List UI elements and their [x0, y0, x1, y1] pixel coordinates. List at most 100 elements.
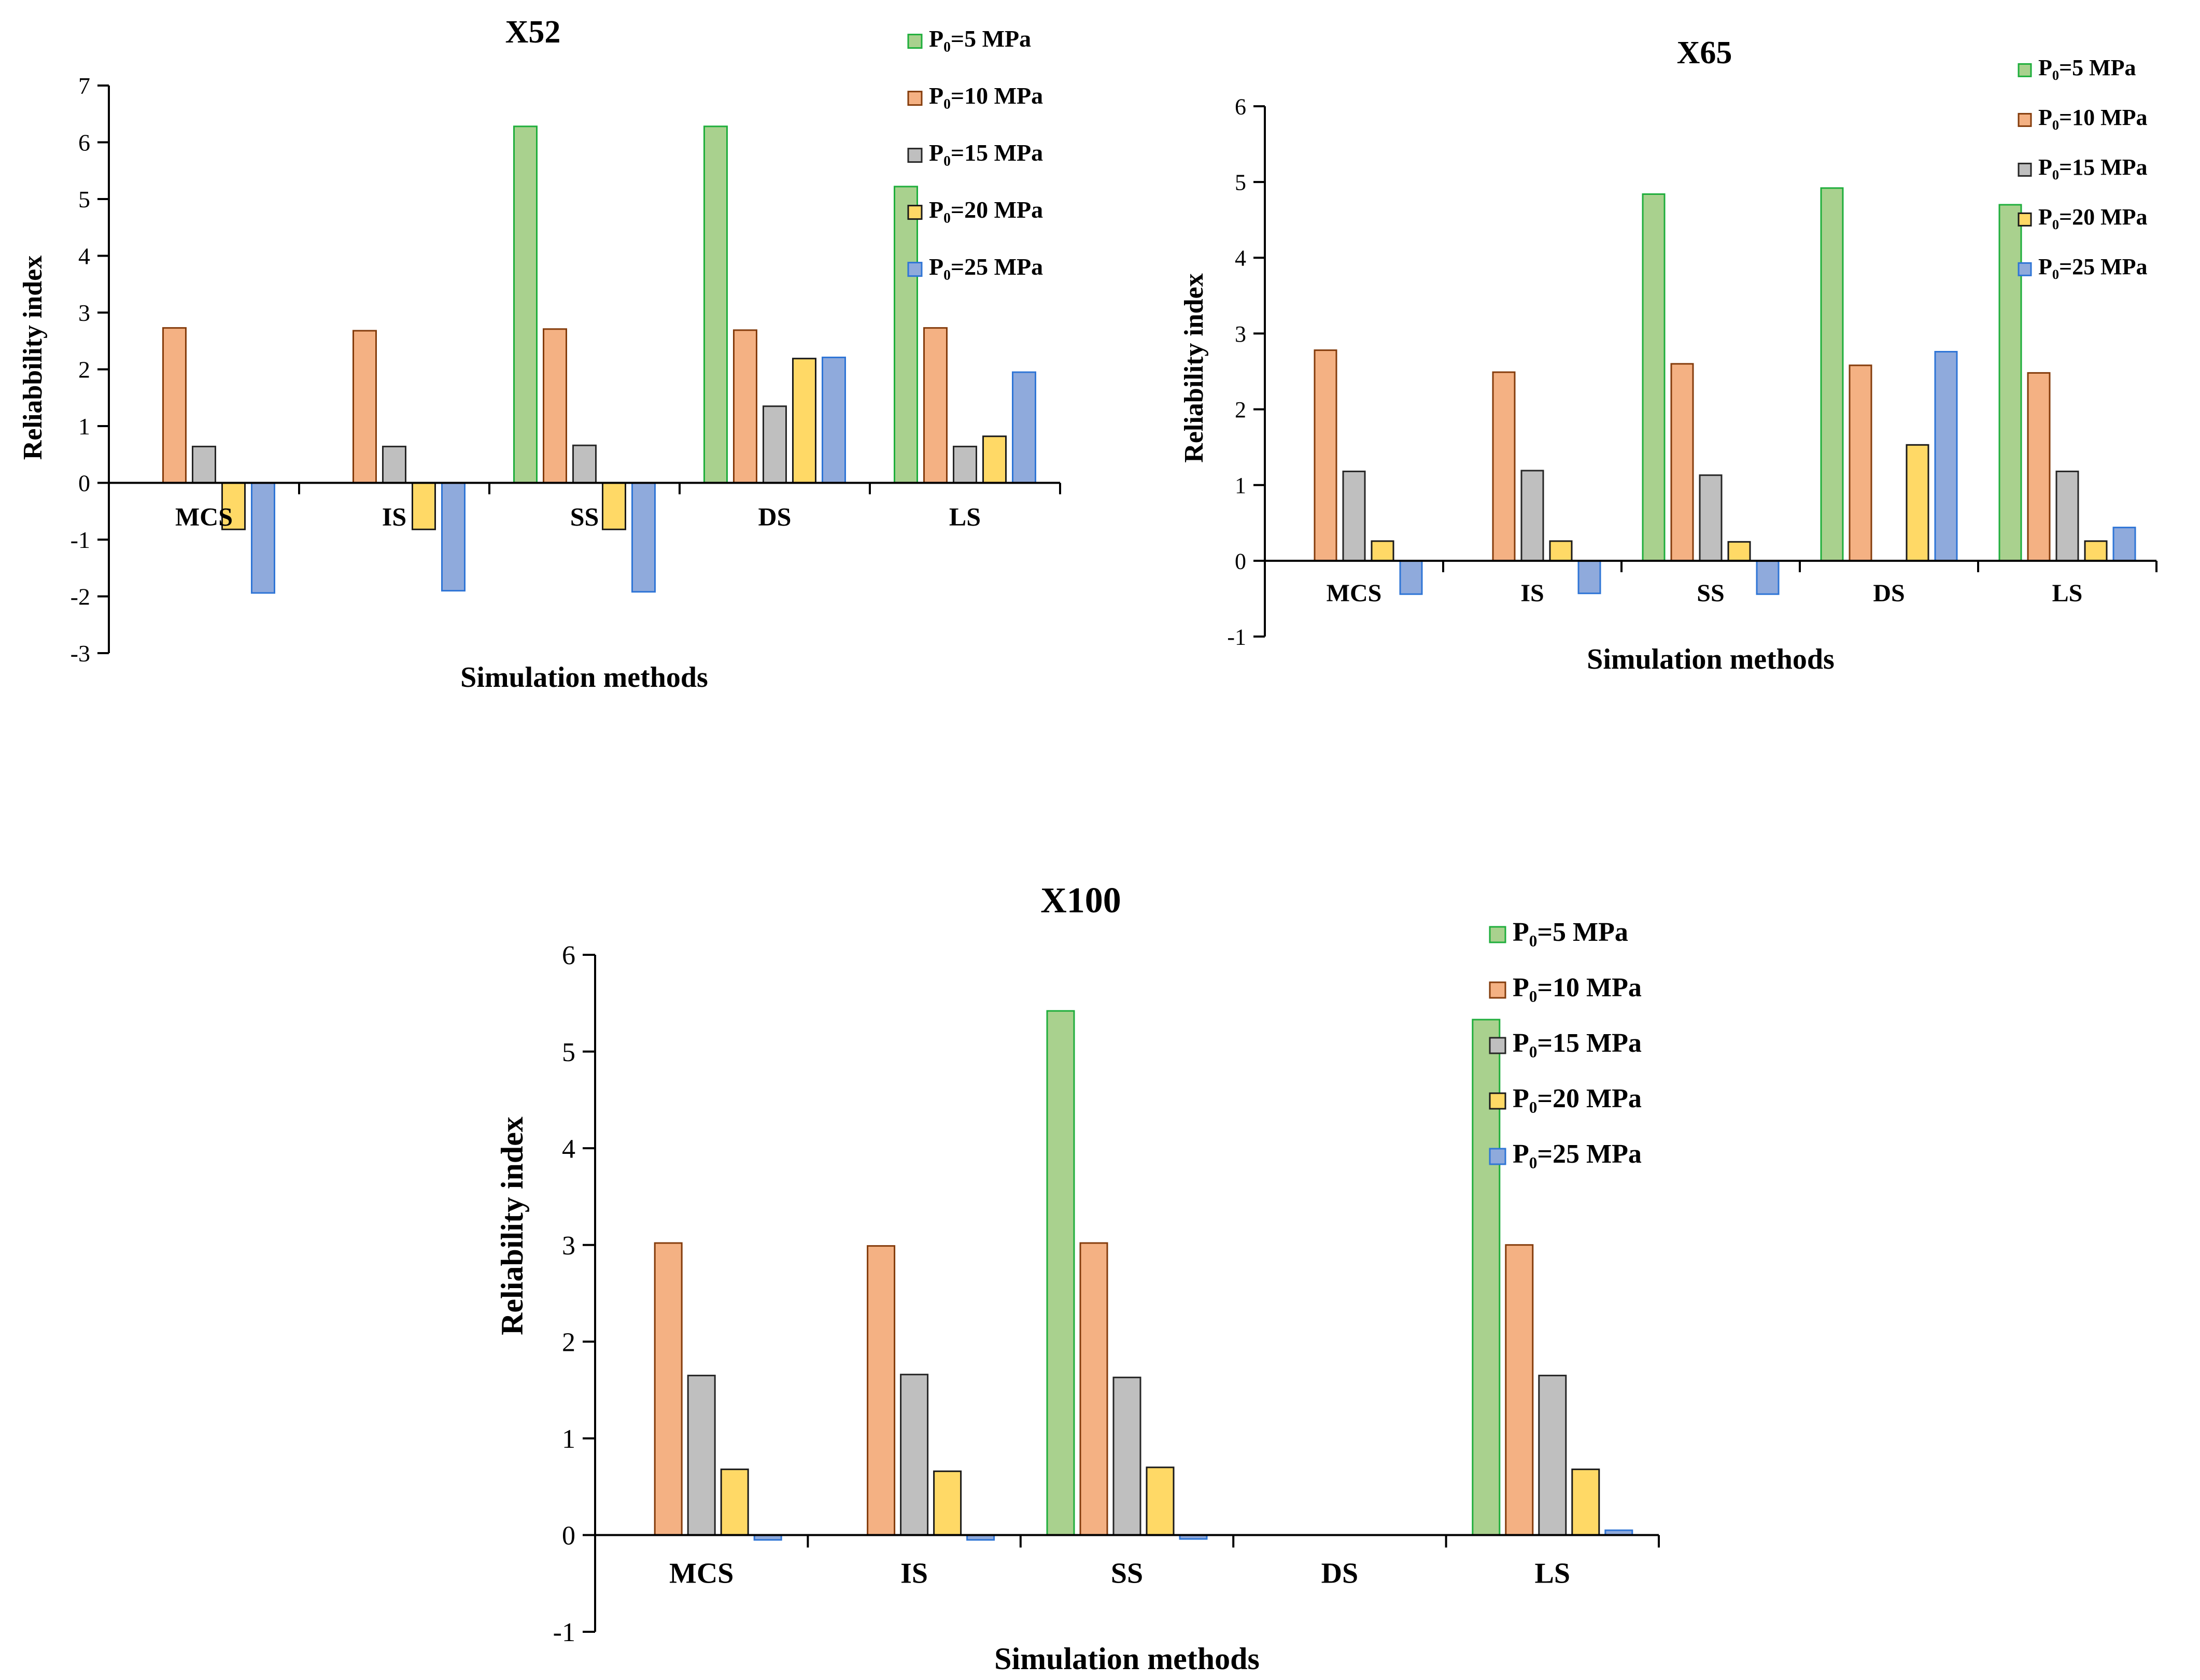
bar-p25-ds — [1934, 351, 1958, 562]
y-tick-label: 2 — [562, 1328, 575, 1357]
bar-p20-is — [1549, 540, 1573, 562]
y-tick-label: 0 — [562, 1521, 575, 1551]
y-tick-label: 5 — [78, 186, 90, 213]
x-tick-label-ls: LS — [2052, 580, 2083, 607]
legend-swatch-p20 — [907, 205, 923, 220]
bar-p10-is — [352, 330, 377, 484]
bar-p10-is — [867, 1245, 896, 1536]
y-tick-label: 2 — [1235, 397, 1246, 422]
legend-label-p20: P₀=20 MPa — [1513, 1084, 1642, 1113]
y-tick-label: 2 — [78, 357, 90, 383]
axes-x65: -1 0 1 2 3 4 5 6 MCS IS SS DS LS — [1227, 94, 2157, 650]
bar-p15-mcs — [192, 445, 216, 484]
y-tick-label: 3 — [562, 1231, 575, 1261]
bar-p25-is — [1577, 560, 1601, 595]
bar-p20-is — [412, 482, 436, 530]
bar-p15-is — [1520, 470, 1544, 562]
y-tick-label: 0 — [78, 470, 90, 497]
bar-p5-ss — [1046, 1010, 1075, 1536]
x-tick-label-ss: SS — [570, 502, 599, 531]
bar-p20-ds — [1906, 444, 1929, 562]
y-tick-label: 1 — [78, 413, 90, 440]
legend-swatch-p15 — [2018, 162, 2032, 177]
y-axis-label: Reliability index — [1179, 273, 1209, 462]
bar-p10-ds — [733, 329, 757, 484]
legend-label-p5: P₀=5 MPa — [2038, 55, 2136, 80]
y-tick-label: -1 — [553, 1618, 575, 1647]
bar-p5-ls — [1998, 204, 2022, 562]
x-tick-label-is: IS — [1520, 580, 1544, 607]
legend-swatch-p15 — [1489, 1037, 1506, 1054]
x-tick-label-is: IS — [382, 502, 406, 531]
bar-p10-ss — [1079, 1242, 1108, 1536]
x-tick-label-mcs: MCS — [669, 1557, 734, 1589]
legend-label-p15: P₀=15 MPa — [2038, 154, 2148, 180]
bar-p20-ls — [982, 435, 1007, 484]
bar-p25-ss — [631, 482, 656, 593]
bar-p10-mcs — [1314, 349, 1337, 562]
legend-label-p15: P₀=15 MPa — [1513, 1028, 1642, 1058]
chart-x65: X65 Reliability index Simulation methods… — [1179, 35, 2157, 675]
bar-p20-is — [933, 1470, 962, 1536]
y-tick-label: -1 — [70, 527, 90, 553]
y-tick-label: 0 — [1235, 548, 1246, 574]
chart-x100: X100 Reliability index Simulation method… — [495, 881, 1660, 1676]
legend-swatch-p25 — [2018, 262, 2032, 276]
y-axis-label: Reliabbility index — [18, 256, 48, 460]
bar-p10-ss — [543, 328, 567, 484]
chart-x52: X52 Reliabbility index Simulation method… — [18, 15, 1061, 694]
legend-swatch-p5 — [907, 34, 923, 49]
bar-p10-ls — [923, 327, 948, 484]
bar-p15-ls — [953, 445, 977, 484]
y-tick-label: 6 — [1235, 94, 1246, 119]
y-tick-label: 7 — [78, 73, 90, 99]
y-tick-label: 4 — [562, 1134, 575, 1164]
x-tick-label-ds: DS — [1873, 580, 1905, 607]
bar-p15-is — [382, 445, 406, 484]
bar-p20-mcs — [1371, 540, 1394, 562]
legend-x65: P₀=5 MPa P₀=10 MPa P₀=15 MPa P₀=20 MPa P₀=25… — [2018, 55, 2148, 279]
legend-swatch-p25 — [907, 262, 923, 277]
bar-p25-ss — [1756, 560, 1780, 595]
legend-swatch-p10 — [907, 91, 923, 106]
x-tick-label-ds: DS — [758, 502, 792, 531]
y-tick-label: 1 — [562, 1424, 575, 1454]
x-axis-label: Simulation methods — [1587, 643, 1835, 675]
bar-p5-ss — [513, 125, 538, 484]
bar-p20-ss — [1146, 1466, 1175, 1536]
bar-p15-ss — [1112, 1376, 1141, 1536]
x-tick-label-ss: SS — [1697, 580, 1724, 607]
bar-p15-ds — [763, 405, 787, 484]
y-tick-label: -1 — [1227, 624, 1246, 650]
bar-p15-ss — [572, 444, 597, 484]
bar-p20-mcs — [221, 482, 246, 530]
bar-p15-ls — [1538, 1375, 1567, 1536]
bar-p10-mcs — [654, 1242, 683, 1536]
bar-p15-mcs — [1342, 470, 1366, 562]
bar-p15-ss — [1699, 474, 1723, 562]
legend-label-p10: P₀=10 MPa — [2038, 105, 2148, 130]
legend-x52: P₀=5 MPa P₀=10 MPa P₀=15 MPa P₀=20 MPa P₀=25… — [907, 25, 1043, 280]
legend-swatch-p20 — [2018, 212, 2032, 227]
bar-p25-mcs — [1399, 560, 1423, 595]
legend-swatch-p5 — [2018, 63, 2032, 77]
legend-swatch-p10 — [1489, 981, 1506, 999]
bar-p5-ss — [1642, 193, 1666, 562]
bar-p10-ls — [2027, 372, 2051, 562]
y-tick-label: -3 — [70, 640, 90, 667]
legend-label-p25: P₀=25 MPa — [2038, 254, 2148, 279]
y-axis-label: Reliability index — [495, 1117, 529, 1335]
axes-x52: -3 -2 -1 0 1 2 3 4 5 6 7 MCS IS SS DS LS — [70, 73, 1061, 667]
x-tick-label-ds: DS — [1321, 1557, 1359, 1589]
x-tick-label-ls: LS — [1535, 1557, 1571, 1589]
legend-label-p5: P₀=5 MPa — [1513, 917, 1628, 947]
x-tick-label-mcs: MCS — [175, 502, 233, 531]
legend-label-p20: P₀=20 MPa — [929, 196, 1043, 223]
legend-swatch-p20 — [1489, 1092, 1506, 1110]
y-tick-label: -2 — [70, 584, 90, 610]
bar-p20-ds — [792, 358, 816, 484]
legend-x100: P₀=5 MPa P₀=10 MPa P₀=15 MPa P₀=20 MPa P₀=25… — [1489, 917, 1642, 1169]
bar-p5-ls — [894, 186, 918, 484]
y-tick-label: 3 — [1235, 321, 1246, 347]
